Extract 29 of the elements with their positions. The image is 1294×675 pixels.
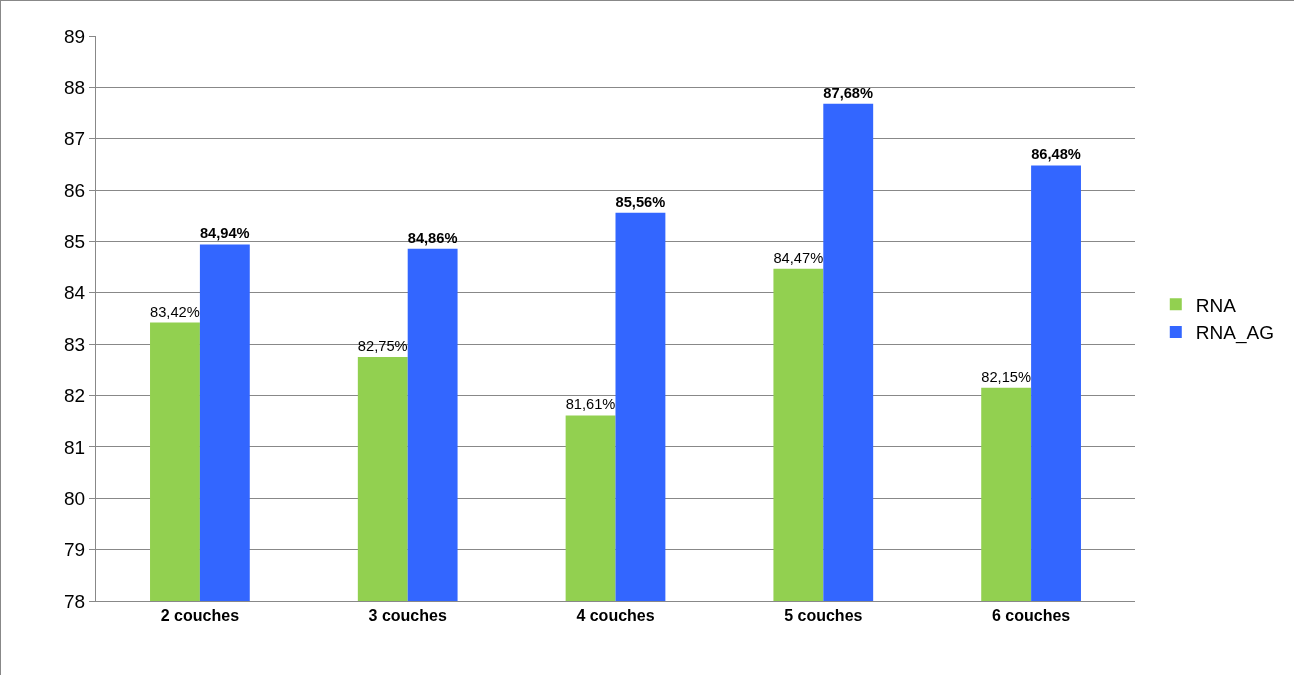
y-tick-label: 81: [64, 436, 86, 458]
y-tick-label: 86: [64, 179, 86, 201]
data-label: 87,68%: [823, 84, 874, 101]
y-tick-label: 84: [64, 282, 86, 304]
x-tick-label: 6 couches: [991, 607, 1071, 625]
y-tick-label: 80: [64, 487, 86, 509]
y-tick-label: 78: [64, 590, 86, 612]
data-label: 84,47%: [773, 249, 824, 266]
y-tick-label: 83: [64, 333, 86, 355]
data-label: 84,94%: [199, 225, 250, 242]
data-label: 81,61%: [565, 396, 616, 413]
y-tick-label: 89: [64, 25, 86, 47]
y-tick-label: 87: [64, 128, 86, 150]
legend-label: RNA_AG: [1195, 322, 1274, 345]
y-tick-label: 79: [64, 539, 86, 561]
data-label: 83,42%: [150, 303, 200, 320]
data-label: 85,56%: [615, 193, 666, 210]
x-tick-label: 4 couches: [576, 607, 655, 625]
x-tick-label: 2 couches: [160, 607, 240, 625]
data-label: 82,75%: [357, 337, 408, 354]
x-tick-label: 3 couches: [368, 607, 447, 625]
legend-label: RNA: [1195, 294, 1237, 316]
data-label: 86,48%: [1031, 146, 1081, 163]
x-tick-label: 5 couches: [784, 607, 863, 625]
y-tick-label: 85: [64, 231, 86, 253]
y-tick-label: 88: [64, 77, 86, 99]
data-label: 84,86%: [407, 229, 458, 246]
y-tick-label: 82: [64, 385, 86, 407]
data-label: 82,15%: [981, 368, 1031, 385]
